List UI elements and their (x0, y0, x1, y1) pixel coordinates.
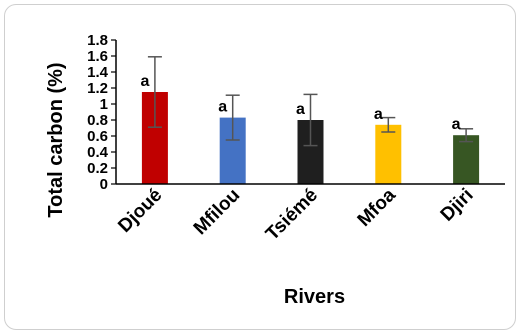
error-bar (225, 94, 240, 141)
significance-label: a (218, 99, 227, 116)
y-axis-label: Total carbon (%) (45, 62, 67, 217)
significance-label: a (452, 116, 461, 133)
significance-label: a (140, 73, 149, 90)
bar (453, 135, 480, 184)
chart-frame (4, 4, 516, 330)
y-tick-label: 0.6 (87, 128, 108, 145)
y-tick-label: 1.8 (87, 32, 108, 49)
y-tick-label: 0.4 (87, 144, 109, 161)
y-tick-label: 1.2 (87, 80, 108, 97)
y-tick-label: 1.6 (87, 48, 108, 65)
error-bar (381, 116, 396, 133)
y-tick-label: 0.2 (87, 160, 108, 177)
x-tick-label: Mfoa (354, 184, 400, 230)
y-tick-label: 1 (100, 96, 108, 113)
error-bar (147, 56, 162, 128)
error-bar (303, 93, 318, 147)
y-tick-label: 1.4 (87, 64, 109, 81)
significance-label: a (374, 106, 383, 123)
significance-label: a (296, 101, 305, 118)
x-tick-label: Djoué (114, 185, 166, 237)
error-bar (459, 128, 474, 143)
x-axis-label: Rivers (284, 286, 345, 308)
y-tick-label: 0.8 (87, 112, 108, 129)
y-tick-label: 0 (100, 176, 108, 193)
x-tick-label: Mfilou (190, 185, 244, 239)
x-tick-label: Tsiémé (262, 185, 322, 245)
bar (375, 124, 402, 184)
x-tick-label: Djiri (437, 185, 478, 226)
